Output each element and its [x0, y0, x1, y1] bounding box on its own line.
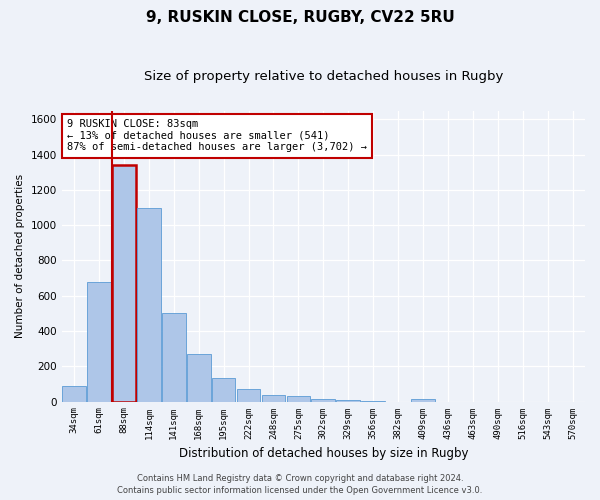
Bar — [212, 378, 235, 402]
Text: 9, RUSKIN CLOSE, RUGBY, CV22 5RU: 9, RUSKIN CLOSE, RUGBY, CV22 5RU — [146, 10, 454, 25]
Bar — [311, 399, 335, 402]
Bar — [411, 399, 435, 402]
Bar — [162, 314, 185, 402]
Bar — [187, 354, 211, 402]
Bar — [361, 400, 385, 402]
Title: Size of property relative to detached houses in Rugby: Size of property relative to detached ho… — [143, 70, 503, 83]
Bar — [112, 165, 136, 402]
Text: 9 RUSKIN CLOSE: 83sqm
← 13% of detached houses are smaller (541)
87% of semi-det: 9 RUSKIN CLOSE: 83sqm ← 13% of detached … — [67, 120, 367, 152]
Bar — [262, 396, 286, 402]
Bar — [287, 396, 310, 402]
Text: Contains HM Land Registry data © Crown copyright and database right 2024.
Contai: Contains HM Land Registry data © Crown c… — [118, 474, 482, 495]
Bar — [237, 389, 260, 402]
Bar — [62, 386, 86, 402]
X-axis label: Distribution of detached houses by size in Rugby: Distribution of detached houses by size … — [179, 447, 468, 460]
Bar — [137, 208, 161, 402]
Bar — [87, 282, 111, 402]
Y-axis label: Number of detached properties: Number of detached properties — [15, 174, 25, 338]
Bar — [337, 400, 360, 402]
